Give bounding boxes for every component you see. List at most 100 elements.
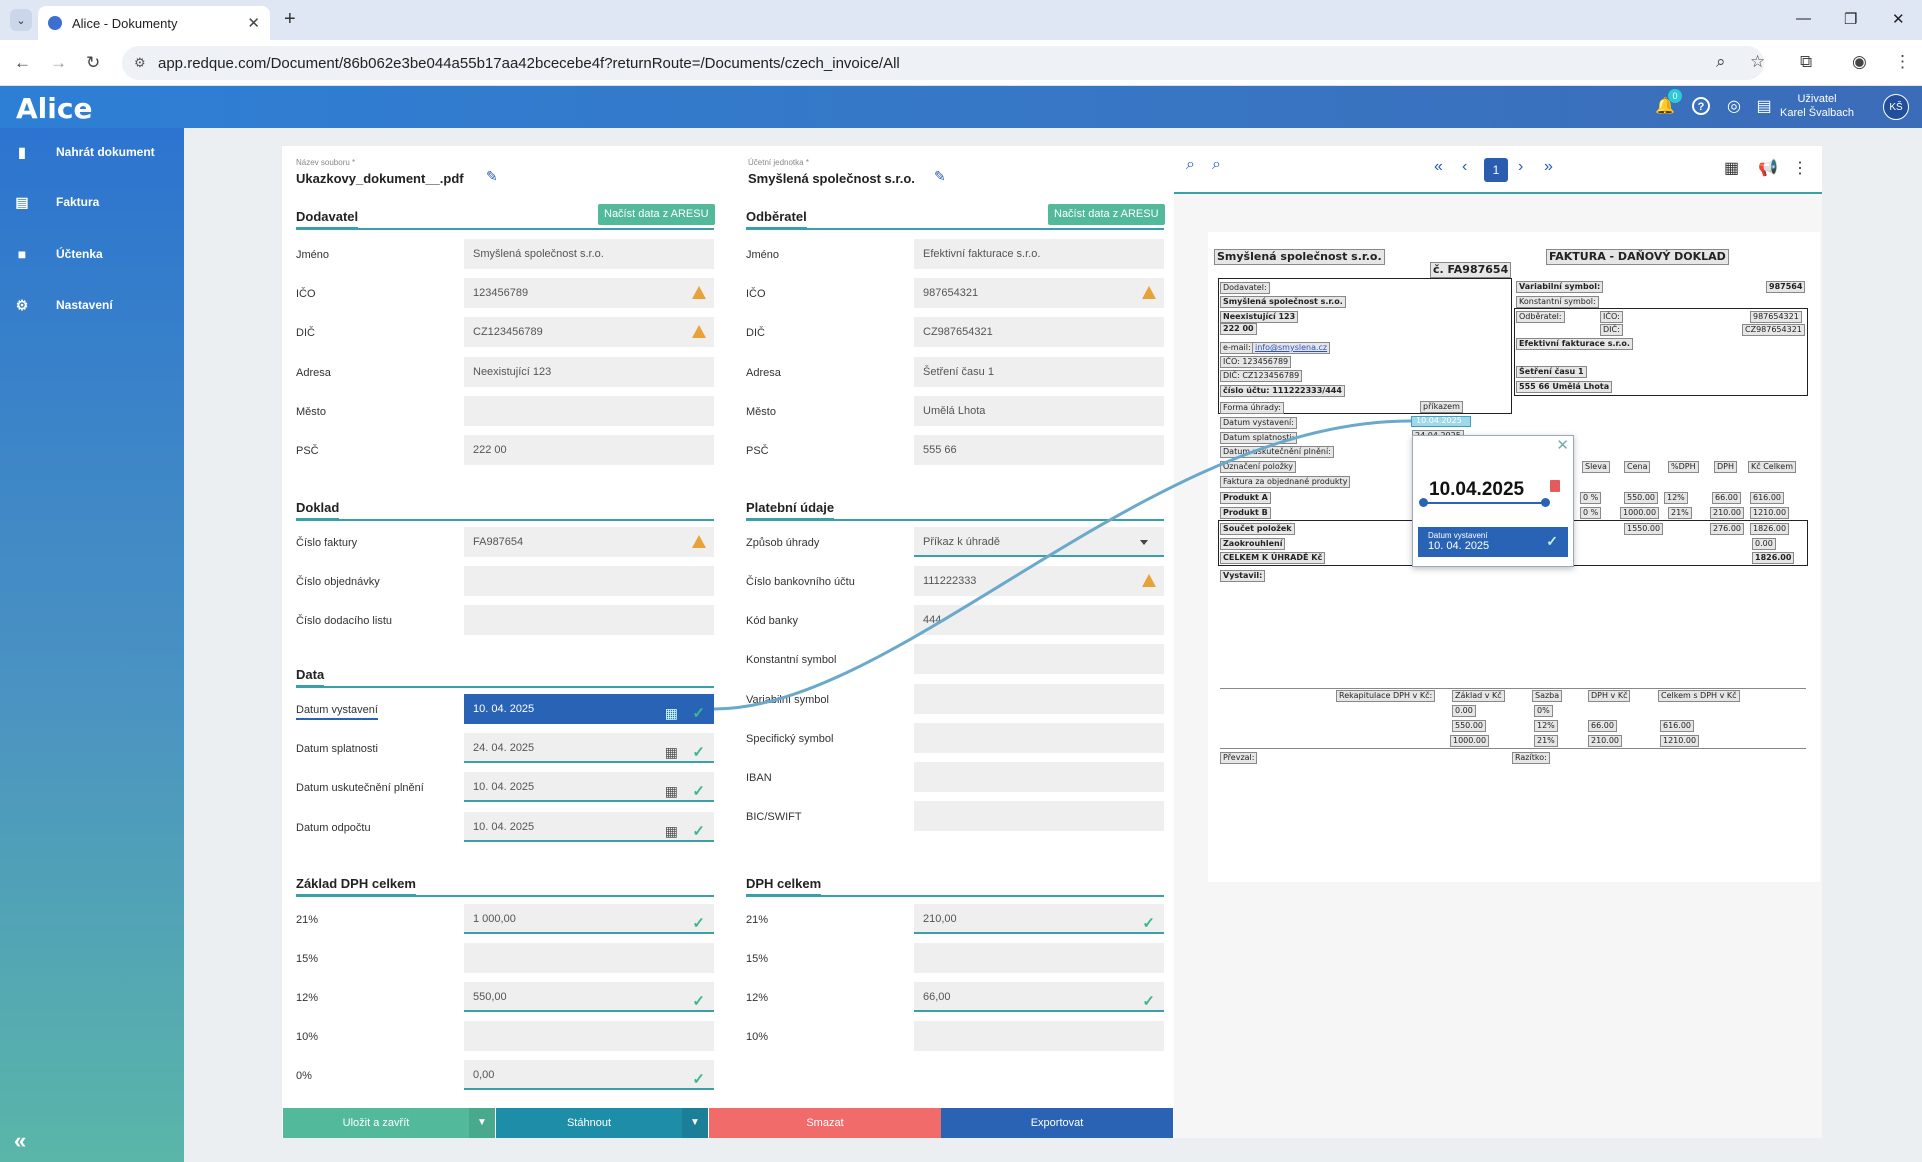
restore-icon[interactable]: ❐: [1844, 11, 1858, 28]
first-page-icon[interactable]: «: [1434, 158, 1443, 175]
supplier-dic-field[interactable]: CZ123456789: [464, 317, 714, 347]
supplier-ico-field[interactable]: 123456789: [464, 278, 714, 308]
trash-icon[interactable]: [1550, 480, 1560, 492]
supplier-address-field[interactable]: Neexistující 123: [464, 357, 714, 387]
customer-ico-field[interactable]: 987654321: [914, 278, 1164, 308]
browser-tab[interactable]: Alice - Dokumenty ✕: [38, 6, 270, 40]
delete-button[interactable]: Smazat: [709, 1108, 941, 1138]
eye-icon[interactable]: ◎: [1727, 98, 1741, 115]
invoice-number-field[interactable]: FA987654: [464, 527, 714, 557]
current-page[interactable]: 1: [1484, 158, 1508, 182]
customer-name-field[interactable]: Efektivní fakturace s.r.o.: [914, 239, 1164, 269]
sidebar-item-settings[interactable]: ⚙ Nastavení: [0, 290, 184, 320]
vat-15-field[interactable]: [914, 943, 1164, 973]
specific-symbol-field[interactable]: [914, 723, 1164, 753]
last-page-icon[interactable]: »: [1544, 158, 1553, 175]
download-options-dropdown[interactable]: ▼: [682, 1108, 708, 1138]
popup-date-text[interactable]: 10.04.2025: [1429, 479, 1525, 500]
check-icon[interactable]: ✓: [1546, 533, 1558, 549]
close-icon[interactable]: ✕: [1556, 437, 1569, 454]
browser-menu-icon[interactable]: ⋮: [1894, 52, 1911, 71]
vat-base-10-field[interactable]: [464, 1021, 714, 1051]
minimize-icon[interactable]: —: [1796, 10, 1811, 27]
order-number-field[interactable]: [464, 566, 714, 596]
forward-icon[interactable]: →: [50, 53, 67, 72]
vat-21-field[interactable]: 210,00 ✓: [914, 904, 1164, 934]
selection-handle-left[interactable]: [1419, 498, 1428, 507]
vat-base-21-field[interactable]: 1 000,00 ✓: [464, 904, 714, 934]
close-window-icon[interactable]: ✕: [1892, 11, 1905, 28]
customer-zip-field[interactable]: 555 66: [914, 435, 1164, 465]
previous-page-icon[interactable]: ‹: [1462, 158, 1468, 175]
vat-base-15-field[interactable]: [464, 943, 714, 973]
save-options-dropdown[interactable]: ▼: [469, 1108, 495, 1138]
aresu-button-supplier[interactable]: Načíst data z ARESU: [598, 204, 715, 225]
aresu-button-customer[interactable]: Načíst data z ARESU: [1048, 204, 1165, 225]
zoom-in-icon[interactable]: ⌕: [1212, 156, 1221, 173]
supplier-city-field[interactable]: [464, 396, 714, 426]
reload-icon[interactable]: ↻: [86, 53, 101, 72]
vat-base-0-field[interactable]: 0,00 ✓: [464, 1060, 714, 1090]
supplier-name-field[interactable]: Smyšlená společnost s.r.o.: [464, 239, 714, 269]
customer-city-field[interactable]: Umělá Lhota: [914, 396, 1164, 426]
site-info-icon[interactable]: ⚙: [134, 55, 146, 70]
supply-date-field[interactable]: 10. 04. 2025 ▦ ✓: [464, 772, 714, 802]
section-divider: [746, 519, 1164, 521]
profile-icon[interactable]: ◉: [1852, 52, 1867, 71]
doc-highlight-issue-date[interactable]: [1411, 416, 1471, 427]
issue-date-field[interactable]: 10. 04. 2025 ▦ ✓: [464, 694, 714, 724]
calendar-icon[interactable]: ▦: [664, 783, 678, 799]
calendar-icon[interactable]: ▦: [664, 823, 678, 839]
vat-10-field[interactable]: [914, 1021, 1164, 1051]
customer-address-field[interactable]: Šetření času 1: [914, 357, 1164, 387]
bookmark-star-icon[interactable]: ☆: [1750, 52, 1766, 71]
vat-base-12-field[interactable]: 550,00 ✓: [464, 982, 714, 1012]
back-icon[interactable]: ←: [14, 53, 31, 72]
constant-symbol-field[interactable]: [914, 644, 1164, 674]
edit-unit-icon[interactable]: ✎: [934, 168, 946, 184]
save-and-close-button[interactable]: Uložit a zavřít: [283, 1108, 469, 1138]
next-page-icon[interactable]: ›: [1518, 158, 1524, 175]
iban-field[interactable]: [914, 762, 1164, 792]
popup-field[interactable]: Datum vystavení 10. 04. 2025 ✓: [1418, 527, 1568, 557]
calendar-icon[interactable]: ▦: [664, 705, 678, 721]
edit-file-name-icon[interactable]: ✎: [486, 168, 498, 184]
calendar-icon[interactable]: ▦: [664, 744, 678, 760]
export-button[interactable]: Exportovat: [941, 1108, 1173, 1138]
new-tab-icon[interactable]: +: [284, 8, 296, 30]
payment-method-select[interactable]: Příkaz k úhradě: [914, 527, 1164, 557]
vat-12-field[interactable]: 66,00 ✓: [914, 982, 1164, 1012]
doc-email-link[interactable]: info@smyslena.cz: [1252, 342, 1331, 354]
user-info[interactable]: Uživatel Karel Švalbach: [1780, 92, 1854, 120]
tab-search-icon[interactable]: ⌄: [10, 9, 32, 31]
variable-symbol-field[interactable]: [914, 684, 1164, 714]
download-button[interactable]: Stáhnout: [496, 1108, 682, 1138]
url-field[interactable]: ⚙ app.redque.com/Document/86b062e3be044a…: [122, 46, 1764, 80]
sidebar-item-receipt[interactable]: ■ Účtenka: [0, 239, 184, 269]
bell-icon[interactable]: 🔔: [1655, 98, 1675, 115]
due-date-field[interactable]: 24. 04. 2025 ▦ ✓: [464, 733, 714, 763]
extensions-icon[interactable]: ⧉: [1800, 52, 1813, 71]
sidebar-item-invoice[interactable]: ▤ Faktura: [0, 187, 184, 217]
app-logo[interactable]: Alice: [16, 92, 93, 125]
doc-text: Sleva: [1582, 461, 1610, 473]
sidebar-item-upload[interactable]: ▮ Nahrát dokument: [0, 137, 184, 167]
zoom-out-icon[interactable]: ⌕: [1186, 156, 1195, 173]
help-icon[interactable]: ?: [1692, 97, 1710, 115]
chat-icon[interactable]: ▤: [1756, 98, 1772, 115]
zoom-icon[interactable]: ⌕: [1716, 52, 1726, 71]
close-tab-icon[interactable]: ✕: [247, 15, 260, 32]
delivery-note-field[interactable]: [464, 605, 714, 635]
collapse-sidebar-icon[interactable]: «: [14, 1128, 27, 1153]
avatar[interactable]: KŠ: [1883, 94, 1909, 120]
megaphone-icon[interactable]: 📢: [1758, 160, 1778, 177]
supplier-zip-field[interactable]: 222 00: [464, 435, 714, 465]
qr-code-icon[interactable]: ▦: [1724, 160, 1740, 177]
customer-dic-field[interactable]: CZ987654321: [914, 317, 1164, 347]
selection-handle-right[interactable]: [1541, 498, 1550, 507]
bank-account-field[interactable]: 111222333: [914, 566, 1164, 596]
more-options-icon[interactable]: ⋮: [1792, 160, 1808, 177]
bank-code-field[interactable]: 444: [914, 605, 1164, 635]
bic-field[interactable]: [914, 801, 1164, 831]
deduction-date-field[interactable]: 10. 04. 2025 ▦ ✓: [464, 812, 714, 842]
